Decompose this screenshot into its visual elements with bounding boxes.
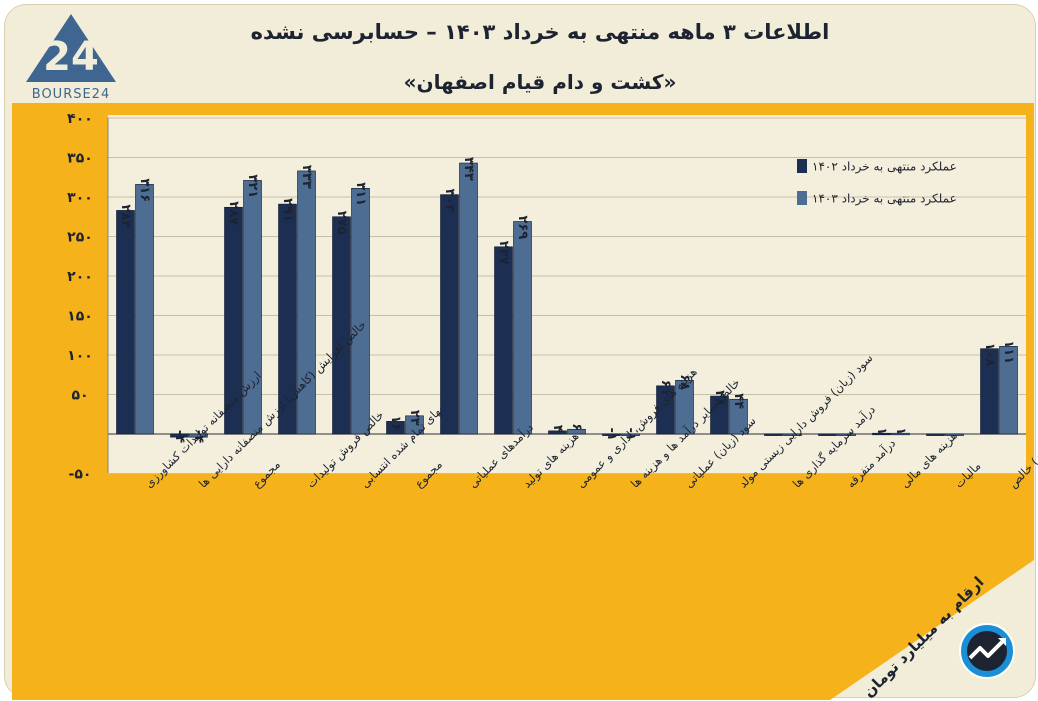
data-label: ۲۸۳ (118, 204, 133, 228)
bar-1403 (675, 379, 694, 435)
bars (116, 162, 1018, 438)
data-label: ۲۷۵ (334, 211, 349, 235)
svg-text:24: 24 (43, 34, 99, 80)
bar-1402 (332, 216, 351, 435)
data-label: -۴ (191, 430, 206, 443)
bar-1403 (891, 432, 910, 436)
data-label: ۳۰۳ (442, 189, 457, 213)
data-label: ۶۸ (677, 374, 692, 390)
data-label: ۲۳ (407, 410, 422, 426)
legend-label: عملکرد منتهی به خرداد ۱۴۰۳ (812, 192, 957, 207)
data-label: ۴ (550, 425, 565, 433)
y-tick-label: ۲۰۰ (67, 269, 93, 285)
y-tick-label: ۱۰۰ (67, 348, 93, 364)
y-tick-label: ۳۵۰ (67, 151, 93, 167)
bar-1402 (548, 430, 567, 435)
bar-1402 (872, 432, 891, 436)
logo-text: BOURSE24 (32, 87, 110, 102)
legend-label: عملکرد منتهی به خرداد ۱۴۰۲ (812, 160, 957, 175)
bar-1403 (135, 184, 154, 435)
data-label: ۲۹۱ (280, 198, 295, 222)
y-tick-label: ۲۵۰ (67, 230, 93, 246)
data-label: ۳۱۱ (353, 182, 368, 206)
bar-1403 (837, 433, 856, 436)
bar-1403 (783, 433, 802, 436)
data-label: ۳۴۳ (461, 157, 476, 181)
bar-1402 (818, 433, 837, 436)
data-label: ۴۴ (731, 393, 746, 409)
chart-title: اطلاعات ۳ ماهه منتهی به خرداد ۱۴۰۳ – حسا… (250, 20, 830, 44)
bar-1403 (459, 162, 478, 435)
bar-1402 (602, 433, 621, 436)
bar-1402 (386, 421, 405, 435)
y-tick-label: -۵۰ (69, 467, 92, 483)
data-label: ۶۱ (658, 380, 673, 396)
legend: عملکرد منتهی به خرداد ۱۴۰۲ عملکرد منتهی ب… (797, 159, 957, 207)
y-tick-label: ۵۰ (71, 388, 88, 404)
bar-1402 (278, 203, 297, 435)
bar-1403 (621, 433, 640, 436)
bar-1402 (764, 433, 783, 436)
legend-swatch (797, 159, 807, 173)
data-label: ۳۳۳ (299, 165, 314, 189)
trend-badge-icon (959, 623, 1015, 679)
bar-1403 (567, 428, 586, 435)
data-label: ۶ (569, 423, 584, 431)
bar-1403 (729, 398, 748, 435)
data-label: ۱۱۱ (1001, 340, 1016, 364)
bar-1402 (170, 433, 189, 438)
data-label: -۱ (623, 427, 638, 440)
data-label: ۱۶ (388, 415, 403, 431)
data-label: -۴ (172, 430, 187, 443)
data-label: ۴۸ (712, 390, 727, 406)
bar-1402 (440, 194, 459, 435)
data-label: ۲۸۷ (226, 201, 241, 225)
bar-1403 (297, 170, 316, 435)
y-axis-ticks: -۵۰ ۵۰ ۱۰۰ ۱۵۰ ۲۰۰ ۲۵۰ ۳۰۰ ۳۵۰ ۴۰۰ (67, 111, 93, 483)
bar-1402 (494, 246, 513, 435)
bar-1402 (710, 395, 729, 435)
legend-swatch (797, 191, 807, 205)
y-tick-label: ۴۰۰ (67, 111, 93, 127)
data-label: ۱۰۸ (982, 343, 997, 367)
bar-1403 (999, 346, 1018, 435)
bar-1402 (116, 210, 135, 435)
bar-1403 (243, 180, 262, 435)
bar-1403 (189, 433, 208, 438)
data-label: ۲۶۹ (515, 215, 530, 239)
data-label: -۱ (604, 427, 619, 440)
bar-1403 (945, 433, 964, 436)
y-tick-label: ۳۰۰ (67, 190, 93, 206)
bar-1402 (224, 206, 243, 435)
y-tick-label: ۱۵۰ (67, 309, 93, 325)
bourse24-logo: 24 BOURSE24 (26, 14, 116, 102)
data-label: ۳۱۶ (137, 178, 152, 202)
bar-1402 (926, 433, 945, 436)
data-label: ۱ (893, 427, 908, 435)
bar-1403 (351, 188, 370, 435)
bar-1403 (513, 221, 532, 435)
bar-1402 (980, 348, 999, 435)
data-label: ۲۳۷ (496, 241, 511, 265)
data-label: ۱ (874, 427, 889, 435)
bar-1403 (405, 415, 424, 435)
bar-1402 (656, 385, 675, 435)
chart-subtitle: «کشت و دام قیام اصفهان» (403, 70, 677, 94)
data-label: ۳۲۱ (245, 174, 260, 198)
